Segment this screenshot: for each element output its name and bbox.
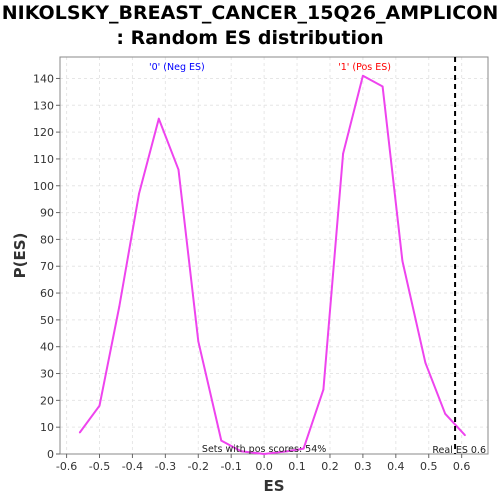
es-distribution-line	[78, 74, 466, 455]
data-point	[138, 192, 140, 195]
data-point	[177, 168, 180, 171]
y-tick-label: 90	[40, 207, 54, 220]
data-point	[197, 340, 200, 343]
x-tick-label: 0.2	[321, 460, 339, 473]
chart-title-line2: : Random ES distribution	[116, 27, 384, 49]
data-point	[342, 152, 345, 155]
pos-es-label: '1' (Pos ES)	[338, 62, 391, 73]
data-point	[381, 85, 384, 88]
y-tick-label: 40	[40, 341, 54, 354]
x-tick-label: -0.1	[220, 460, 241, 473]
y-tick-label: 70	[40, 260, 54, 273]
neg-es-label: '0' (Neg ES)	[149, 62, 205, 73]
data-point	[98, 404, 101, 407]
data-point	[118, 305, 121, 308]
plot-area	[59, 56, 489, 455]
x-tick-label: 0.0	[255, 460, 273, 473]
data-point	[444, 412, 447, 415]
x-tick-label: -0.2	[188, 460, 209, 473]
x-tick-label: -0.3	[155, 460, 176, 473]
data-point	[401, 259, 404, 262]
data-point	[78, 431, 81, 434]
y-tick-label: 140	[33, 72, 54, 85]
data-point	[157, 117, 160, 120]
data-point	[302, 447, 305, 450]
data-point	[240, 450, 242, 453]
y-tick-label: 20	[40, 394, 54, 407]
y-tick-label: 110	[33, 153, 54, 166]
grid	[60, 57, 488, 455]
chart-title-line1: NIKOLSKY_BREAST_CANCER_15Q26_AMPLICON	[1, 2, 499, 24]
y-tick-label: 80	[40, 233, 54, 246]
data-point	[464, 434, 466, 437]
x-tick-label: -0.5	[89, 460, 110, 473]
x-axis-ticks: -0.6 -0.5 -0.4 -0.3 -0.2 -0.1 0.0 0.1 0.2 0.3 0.4 0…	[56, 454, 471, 473]
data-point	[361, 74, 364, 77]
series-group	[78, 74, 466, 455]
data-point	[424, 361, 427, 364]
real-es-text: Real ES 0.6	[432, 445, 486, 456]
y-tick-label: 30	[40, 368, 54, 381]
x-tick-label: 0.5	[420, 460, 438, 473]
x-tick-label: 0.1	[288, 460, 306, 473]
y-tick-label: 0	[47, 448, 54, 461]
y-tick-label: 60	[40, 287, 54, 300]
y-tick-label: 130	[33, 99, 54, 112]
data-point	[220, 439, 223, 442]
y-tick-label: 120	[33, 126, 54, 139]
x-tick-label: 0.6	[453, 460, 471, 473]
y-axis-ticks: 0 10 20 30 40 50 60 70 80 90 100 110 120 130 140	[33, 72, 60, 461]
y-tick-label: 100	[33, 180, 54, 193]
x-axis-label: ES	[263, 477, 284, 495]
x-tick-label: 0.3	[354, 460, 372, 473]
data-point	[286, 450, 289, 453]
x-tick-label: -0.4	[122, 460, 143, 473]
y-tick-label: 50	[40, 314, 54, 327]
x-tick-label: -0.6	[56, 460, 77, 473]
y-tick-label: 10	[40, 421, 54, 434]
sets-pos-scores-text: Sets with pos scores: 54%	[202, 444, 326, 455]
data-point	[322, 388, 325, 391]
x-tick-label: 0.4	[387, 460, 405, 473]
data-point	[263, 453, 266, 455]
y-axis-label: P(ES)	[11, 233, 29, 279]
